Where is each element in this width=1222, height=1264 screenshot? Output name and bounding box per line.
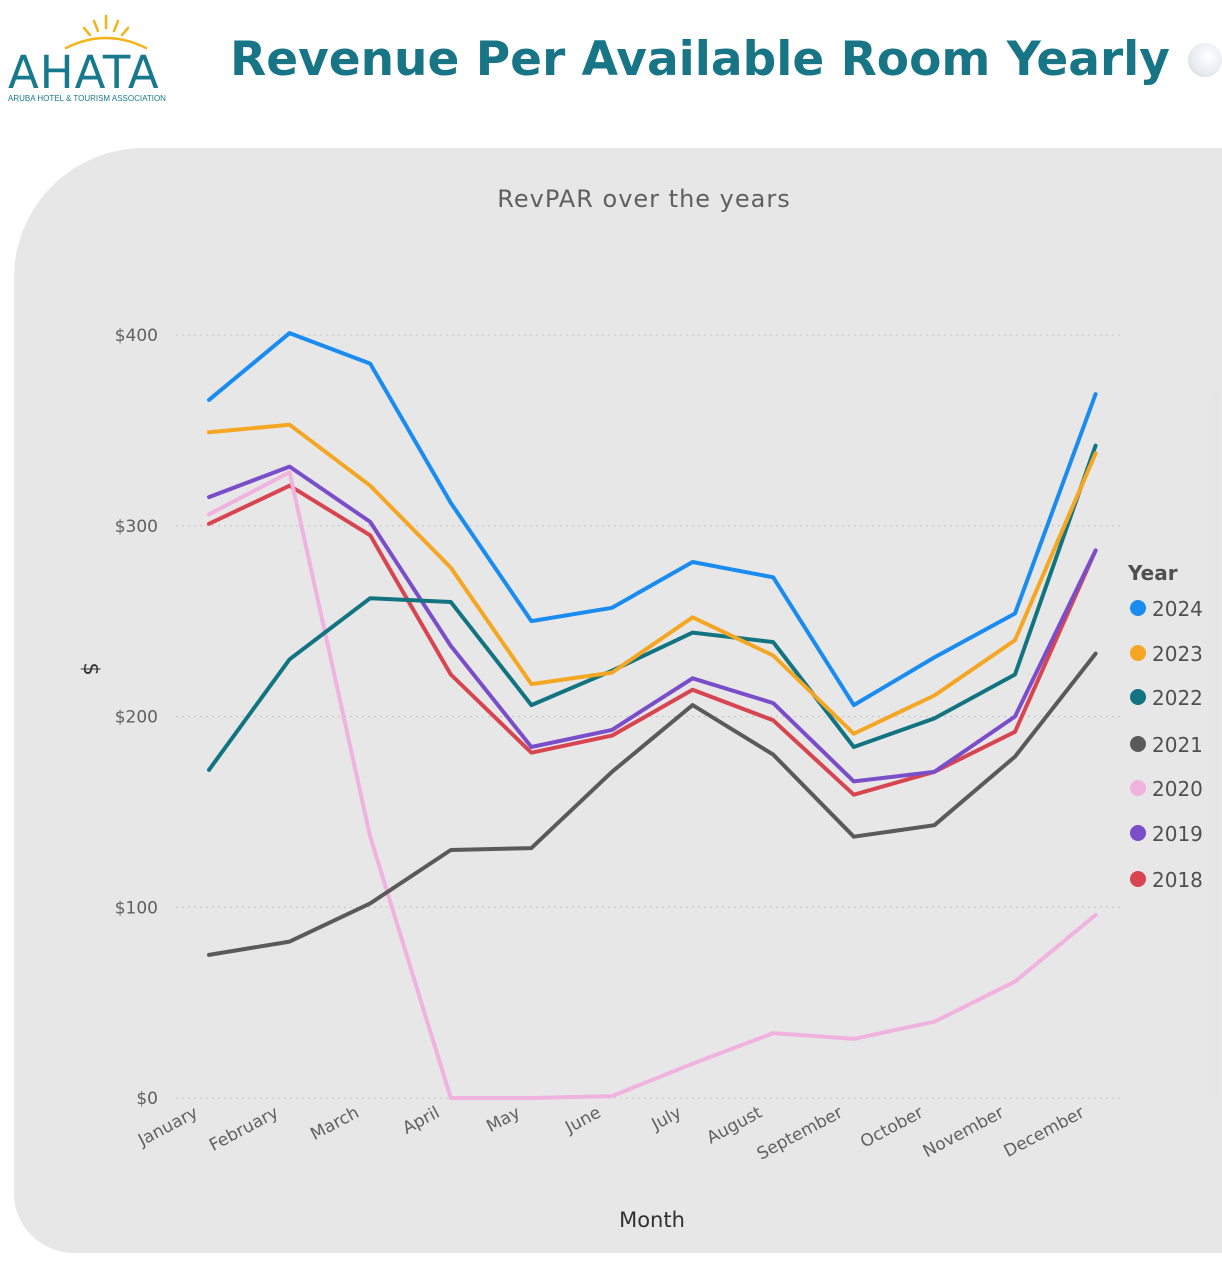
legend-marker (1130, 600, 1146, 616)
x-tick-label: January (134, 1103, 201, 1151)
series-line-2021 (207, 651, 1098, 957)
series-line-2024 (207, 331, 1098, 708)
ahata-logo: AHATA ARUBA HOTEL & TOURISM ASSOCIATION (6, 12, 211, 104)
series-line-2020 (207, 470, 1098, 1100)
y-tick-label: $200 (115, 708, 158, 728)
series-line-2023 (207, 422, 1098, 736)
x-tick-label: March (307, 1103, 362, 1145)
x-axis-title: Month (619, 1208, 685, 1232)
sun-rays-icon (64, 14, 148, 50)
legend-marker (1130, 645, 1146, 661)
legend-label-2021: 2021 (1152, 733, 1203, 757)
legend-label-2023: 2023 (1152, 642, 1203, 666)
x-tick-label: September (754, 1103, 846, 1165)
legend-marker (1130, 736, 1146, 752)
y-axis-ticks: $0 $100 $200 $300 $400 (115, 326, 158, 1109)
x-tick-label: April (399, 1103, 443, 1139)
x-tick-label: February (206, 1103, 282, 1156)
x-tick-label: December (1001, 1103, 1088, 1162)
legend-marker (1130, 689, 1146, 705)
y-axis-title: $ (79, 662, 103, 675)
series-line-2018 (207, 483, 1098, 797)
y-tick-label: $100 (115, 898, 158, 918)
legend-marker (1130, 780, 1146, 796)
header: AHATA ARUBA HOTEL & TOURISM ASSOCIATION … (0, 0, 1222, 130)
logo-wordmark: AHATA (8, 46, 160, 99)
x-axis-ticks: January February March April May June July Augu… (134, 1103, 1088, 1165)
series-line-2019 (207, 464, 1098, 784)
x-tick-label: October (857, 1103, 926, 1153)
legend-marker (1130, 825, 1146, 841)
gridlines (176, 334, 1122, 1099)
legend-label-2024: 2024 (1152, 597, 1203, 621)
legend-label-2022: 2022 (1152, 686, 1203, 710)
legend-label-2020: 2020 (1152, 777, 1203, 801)
series-line-2022 (207, 443, 1098, 772)
x-tick-label: July (648, 1103, 685, 1135)
logo-subtitle: ARUBA HOTEL & TOURISM ASSOCIATION (8, 94, 166, 103)
x-tick-label: June (561, 1103, 604, 1139)
legend-marker (1130, 871, 1146, 887)
chart-title: RevPAR over the years (497, 185, 790, 213)
x-tick-label: November (920, 1103, 1007, 1162)
y-tick-label: $400 (115, 326, 158, 346)
series-lines (207, 331, 1098, 1100)
x-tick-label: May (483, 1103, 523, 1137)
legend: Year 2024 2023 2022 2021 2020 2019 2018 (1127, 561, 1203, 892)
legend-title: Year (1127, 561, 1178, 585)
bubble-icon (1188, 43, 1222, 77)
x-tick-label: August (704, 1103, 766, 1149)
legend-label-2018: 2018 (1152, 868, 1203, 892)
legend-label-2019: 2019 (1152, 822, 1203, 846)
page-title: Revenue Per Available Room Yearly (230, 32, 1170, 87)
y-tick-label: $0 (136, 1089, 158, 1109)
y-tick-label: $300 (115, 517, 158, 537)
